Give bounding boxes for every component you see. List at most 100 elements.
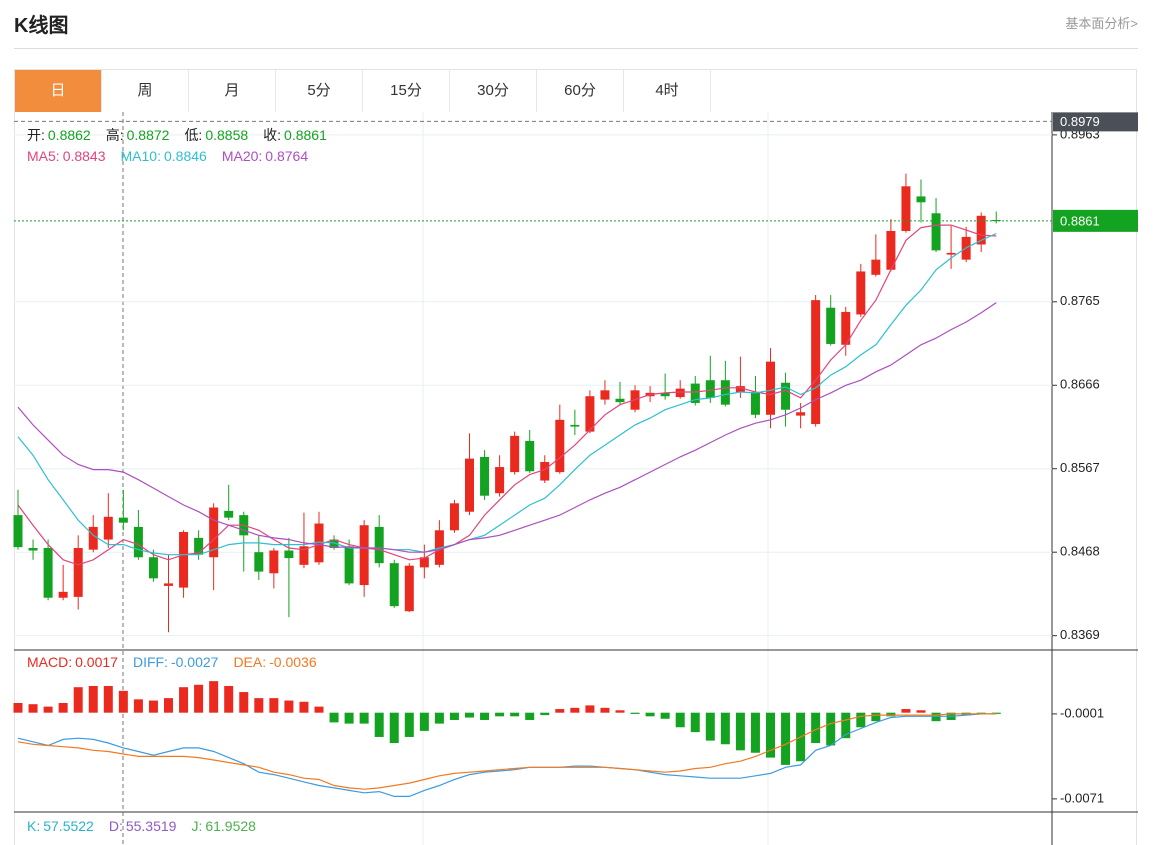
candle-body	[58, 591, 68, 598]
candle-body	[510, 435, 520, 473]
legend-name: MACD:	[27, 654, 73, 670]
macd-bar	[148, 700, 158, 713]
candle-body	[916, 196, 926, 203]
period-tab[interactable]: 月	[189, 70, 276, 112]
candle-body	[811, 300, 821, 425]
period-tab[interactable]: 30分	[450, 70, 537, 112]
macd-bar	[630, 712, 640, 714]
candle-body	[209, 507, 219, 558]
macd-bar	[194, 684, 204, 713]
crosshair-label-bg	[1053, 112, 1138, 132]
candle-body	[856, 271, 866, 315]
macd-bar	[690, 712, 700, 733]
macd-bar	[284, 700, 294, 713]
candle-body	[781, 382, 791, 410]
last-price-label: 0.8861	[1060, 213, 1100, 228]
candle-body	[946, 252, 956, 255]
macd-bar	[495, 712, 505, 717]
macd-bar	[916, 710, 926, 713]
period-tab[interactable]: 周	[102, 70, 189, 112]
candle-body	[404, 565, 414, 612]
period-tab[interactable]: 4时	[624, 70, 711, 112]
last-price-bg	[1053, 209, 1138, 232]
macd-bar	[841, 712, 851, 739]
legend-value: 55.3519	[125, 818, 177, 834]
legend-value: -0.0036	[269, 654, 317, 670]
candle-body	[480, 456, 490, 496]
period-tab[interactable]: 60分	[537, 70, 624, 112]
candle-body	[389, 563, 399, 607]
macd-bar	[88, 685, 98, 713]
ma-line	[17, 232, 997, 556]
y-tick-label: -0.0071	[1060, 790, 1104, 805]
candle-body	[525, 440, 535, 472]
candle-body	[179, 531, 189, 588]
kdj-legend: K: 57.5522 D: 55.3519 J: 61.9528	[27, 818, 271, 834]
macd-bar	[164, 698, 173, 713]
candle-body	[118, 517, 128, 523]
period-tab[interactable]: 15分	[363, 70, 450, 112]
candle-body	[88, 526, 98, 550]
candle-body	[720, 380, 730, 405]
legend-name: D:	[108, 818, 123, 834]
macd-line	[17, 713, 997, 797]
macd-bar	[931, 712, 941, 722]
legend-name: DIFF:	[132, 654, 168, 670]
candle-body	[570, 424, 580, 427]
candle-body	[269, 550, 279, 574]
legend-name: J:	[191, 818, 203, 834]
ohlc-value: 0.8858	[205, 127, 249, 143]
period-tab[interactable]: 日	[15, 70, 102, 112]
candle-body	[871, 259, 881, 275]
macd-bar	[781, 712, 791, 765]
candle-body	[675, 388, 685, 398]
legend-name: DEA:	[233, 654, 267, 670]
candle-body	[555, 419, 565, 473]
macd-bar	[976, 712, 986, 714]
candle-body	[284, 550, 294, 559]
candle-body	[359, 525, 369, 586]
macd-bar	[991, 712, 1001, 714]
candle-body	[194, 537, 204, 555]
candle-body	[28, 547, 38, 551]
y-tick-label: 0.8567	[1060, 460, 1100, 475]
macd-bar	[269, 698, 279, 713]
y-tick-label: -0.0001	[1060, 705, 1104, 720]
macd-bar	[465, 712, 474, 718]
legend-name: MA20:	[221, 148, 263, 164]
macd-bar	[13, 702, 23, 713]
legend-value: -0.0027	[170, 654, 219, 670]
candle-body	[660, 392, 670, 397]
candle-body	[600, 390, 610, 400]
ohlc-label: 收:	[263, 127, 282, 143]
macd-bar	[480, 712, 490, 720]
macd-bar	[600, 707, 610, 713]
ohlc-label: 开:	[27, 127, 45, 143]
fundamental-link[interactable]: 基本面分析>	[1065, 16, 1138, 31]
candle-body	[254, 552, 264, 572]
page-title: K线图	[14, 15, 69, 37]
ma-legend: MA5: 0.8843 MA10: 0.8846 MA20: 0.8764	[27, 148, 323, 164]
chart-frame	[14, 69, 1137, 845]
period-tab[interactable]: 5分	[276, 70, 363, 112]
candle-body	[344, 546, 354, 584]
macd-bar	[871, 712, 881, 722]
macd-bar	[254, 698, 264, 713]
candle-body	[991, 220, 1001, 222]
candle-body	[585, 396, 595, 432]
macd-bar	[43, 706, 53, 713]
legend-value: 0.8764	[265, 148, 309, 164]
candle-body	[43, 547, 53, 598]
macd-bar	[179, 687, 189, 713]
ma-line	[17, 302, 997, 553]
macd-bar	[615, 710, 625, 713]
candle-body	[133, 526, 143, 558]
y-tick-label: 0.8765	[1060, 293, 1100, 308]
candle-body	[615, 398, 625, 403]
divider	[14, 48, 1138, 49]
candle-body	[224, 510, 234, 518]
candle-body	[73, 547, 83, 597]
macd-bar	[660, 712, 670, 719]
candle-body	[148, 557, 158, 579]
candle-body	[750, 392, 760, 415]
